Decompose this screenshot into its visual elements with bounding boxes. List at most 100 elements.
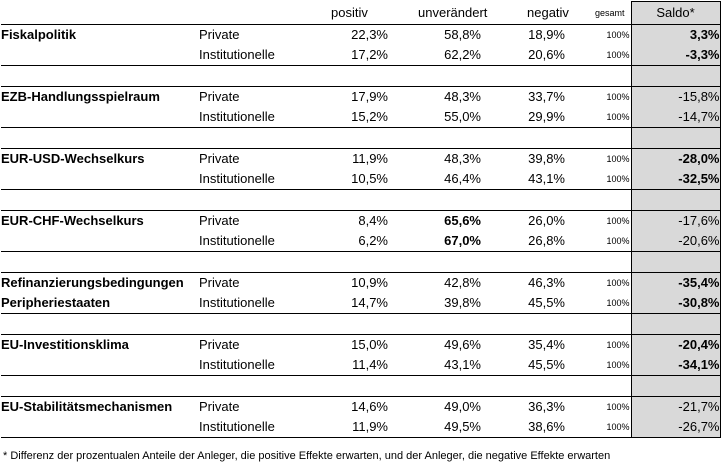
table-row: EZB-Handlungsspielraum Private 17,9% 48,3% 3… — [1, 85, 721, 107]
spacer-cell — [199, 313, 327, 334]
table-row: Institutionelle 11,4% 43,1% 45,5% 100% -34,1% — [1, 354, 721, 376]
spacer-cell — [1, 65, 199, 86]
total-value: 100% — [587, 209, 631, 231]
unchanged-value: 46,4% — [400, 168, 507, 190]
investor-group: Institutionelle — [199, 292, 327, 314]
table-row: Refinanzierungsbedingungen Private 10,9% 42… — [1, 271, 721, 293]
spacer-cell — [400, 313, 507, 334]
spacer-cell — [199, 375, 327, 396]
total-value: 100% — [587, 271, 631, 293]
negative-value: 35,4% — [507, 333, 587, 355]
saldo-spacer-cell — [630, 127, 721, 148]
spacer-cell — [327, 65, 400, 86]
topic-label: Fiskalpolitik — [1, 26, 77, 42]
positive-value: 17,2% — [327, 44, 400, 66]
total-value: 100% — [606, 29, 630, 40]
negative-value: 18,9% — [528, 26, 565, 42]
investor-group: Private — [199, 271, 327, 293]
table-row: Institutionelle 17,2% 62,2% 20,6% 100% -3,3% — [1, 44, 721, 66]
saldo-spacer-cell — [630, 189, 721, 210]
spacer-cell — [1, 127, 199, 148]
negative-value: 26,0% — [507, 209, 587, 231]
positive-value: 15,0% — [327, 333, 400, 355]
unchanged-value: 43,1% — [400, 354, 507, 376]
negative-value: 45,5% — [507, 292, 587, 314]
header-unchanged: unverändert — [400, 1, 507, 25]
investor-group: Private — [199, 85, 327, 107]
spacer-cell — [199, 251, 327, 272]
spacer-cell — [400, 127, 507, 148]
saldo-spacer-cell — [630, 251, 721, 272]
investor-group: Institutionelle — [199, 106, 327, 128]
saldo-value: -21,7% — [630, 395, 721, 417]
table-row: EUR-USD-Wechselkurs Private 11,9% 48,3% 39,8… — [1, 147, 721, 169]
spacer-cell — [1, 251, 199, 272]
spacer-cell — [199, 189, 327, 210]
header-negative: negativ — [507, 1, 587, 25]
saldo-value: -32,5% — [630, 168, 721, 190]
total-value: 100% — [587, 85, 631, 107]
unchanged-value: 49,6% — [400, 333, 507, 355]
section-spacer — [1, 65, 721, 86]
section-spacer — [1, 189, 721, 210]
topic-label: EZB-Handlungsspielraum — [1, 85, 199, 107]
negative-value: 29,9% — [507, 106, 587, 128]
spacer-cell — [199, 65, 327, 86]
saldo-value: -28,0% — [630, 147, 721, 169]
section-spacer — [1, 313, 721, 334]
spacer-cell — [507, 189, 587, 210]
negative-value: 38,6% — [507, 416, 587, 438]
table-row: EU-Stabilitätsmechanismen Private 14,6% 49,… — [1, 395, 721, 417]
saldo-value: -17,6% — [630, 209, 721, 231]
spacer-cell — [400, 251, 507, 272]
unchanged-value: 55,0% — [400, 106, 507, 128]
positive-value: 10,9% — [327, 271, 400, 293]
unchanged-value: 67,0% — [400, 230, 507, 252]
header-row: positiv unverändert negativ gesamt Saldo… — [1, 1, 721, 25]
unchanged-value: 48,3% — [400, 147, 507, 169]
table-row: EUR-CHF-Wechselkurs Private 8,4% 65,6% 26,0%… — [1, 209, 721, 231]
table-row: EU-Investitionsklima Private 15,0% 49,6% 35,… — [1, 333, 721, 355]
saldo-value: -26,7% — [630, 416, 721, 438]
total-value: 100% — [587, 147, 631, 169]
unchanged-value: 58,8% — [444, 26, 481, 42]
total-value: 100% — [587, 230, 631, 252]
saldo-value: -3,3% — [630, 44, 721, 66]
header-positive: positiv — [327, 1, 400, 25]
section-spacer — [1, 375, 721, 396]
spacer-cell — [400, 65, 507, 86]
spacer-cell — [587, 127, 631, 148]
topic-label: Peripheriestaaten — [1, 292, 199, 314]
spacer-cell — [327, 375, 400, 396]
positive-value: 15,2% — [327, 106, 400, 128]
positive-value: 11,4% — [327, 354, 400, 376]
saldo-value: -15,8% — [630, 85, 721, 107]
topic-label: EU-Investitionsklima — [1, 333, 199, 355]
spacer-cell — [587, 189, 631, 210]
saldo-value: -20,4% — [630, 333, 721, 355]
header-saldo: Saldo* — [630, 1, 721, 25]
negative-value: 46,3% — [507, 271, 587, 293]
unchanged-value: 49,5% — [400, 416, 507, 438]
unchanged-value: 39,8% — [400, 292, 507, 314]
spacer-cell — [327, 313, 400, 334]
investor-group: Institutionelle — [199, 416, 327, 438]
spacer-cell — [587, 375, 631, 396]
topic-label — [1, 230, 199, 252]
total-value: 100% — [587, 354, 631, 376]
positive-value: 14,7% — [327, 292, 400, 314]
header-topic-cell — [1, 1, 199, 25]
positive-value: 11,9% — [327, 147, 400, 169]
negative-value: 36,3% — [507, 395, 587, 417]
unchanged-value: 65,6% — [400, 209, 507, 231]
negative-value: 45,5% — [507, 354, 587, 376]
positive-value: 10,5% — [327, 168, 400, 190]
spacer-cell — [327, 127, 400, 148]
spacer-cell — [587, 65, 631, 86]
table-row: Institutionelle 15,2% 55,0% 29,9% 100% -14,7% — [1, 106, 721, 128]
total-value: 100% — [587, 44, 631, 66]
section-spacer — [1, 251, 721, 272]
spacer-cell — [327, 189, 400, 210]
total-value: 100% — [587, 395, 631, 417]
negative-value: 26,8% — [507, 230, 587, 252]
